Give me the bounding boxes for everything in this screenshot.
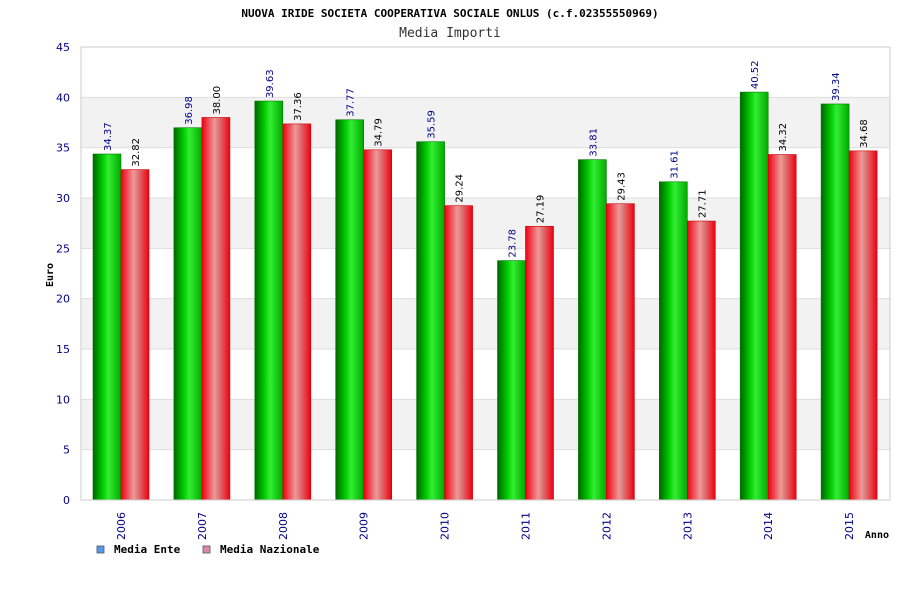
bar-media-ente-2013 bbox=[658, 181, 688, 501]
x-tick-label: 2013 bbox=[681, 512, 694, 540]
x-tick-label: 2007 bbox=[196, 512, 209, 540]
value-label: 29.24 bbox=[455, 174, 466, 203]
x-axis-label: Anno bbox=[865, 530, 889, 541]
bar-media-nazionale-2010 bbox=[444, 205, 473, 501]
y-tick-label: 30 bbox=[56, 192, 70, 205]
y-tick-label: 20 bbox=[56, 293, 70, 306]
bar-media-nazionale-2008 bbox=[282, 123, 312, 501]
legend: Media Ente Media Nazionale bbox=[96, 543, 320, 556]
bar-media-ente-2015 bbox=[820, 103, 850, 501]
legend-swatch-media-nazionale bbox=[202, 545, 211, 554]
value-label: 34.32 bbox=[778, 123, 789, 152]
bar-media-ente-2014 bbox=[739, 91, 769, 501]
value-label: 33.81 bbox=[588, 128, 599, 157]
value-label: 29.43 bbox=[616, 172, 627, 201]
axes bbox=[80, 46, 891, 501]
chart-title: NUOVA IRIDE SOCIETA COOPERATIVA SOCIALE … bbox=[241, 7, 658, 20]
bar-media-ente-2011 bbox=[497, 260, 526, 501]
y-tick-label: 15 bbox=[56, 343, 70, 356]
value-labels: 34.37 32.82 36.98 38.00 39.63 37.36 37.77 34.79… bbox=[103, 60, 870, 257]
bar-media-nazionale-2006 bbox=[120, 169, 150, 501]
y-tick-label: 45 bbox=[56, 41, 70, 54]
y-axis-label: Euro bbox=[45, 263, 56, 287]
x-tick-labels: 2006 2007 2008 2009 2010 2011 2012 2013 2014 2015 bbox=[115, 512, 856, 540]
value-label: 38.00 bbox=[212, 86, 223, 115]
legend-label-media-ente: Media Ente bbox=[114, 543, 181, 556]
bar-media-nazionale-2011 bbox=[525, 225, 554, 501]
value-label: 27.19 bbox=[536, 195, 547, 224]
value-label: 23.78 bbox=[508, 229, 519, 258]
bar-media-ente-2009 bbox=[335, 119, 365, 501]
value-label: 39.63 bbox=[265, 69, 276, 98]
x-tick-label: 2008 bbox=[277, 512, 290, 540]
value-label: 37.36 bbox=[293, 92, 304, 121]
bar-media-nazionale-2014 bbox=[767, 154, 797, 501]
value-label: 36.98 bbox=[184, 96, 195, 125]
y-tick-label: 35 bbox=[56, 142, 70, 155]
bar-media-ente-2008 bbox=[254, 100, 284, 501]
value-label: 40.52 bbox=[750, 60, 761, 89]
bar-media-nazionale-2013 bbox=[686, 220, 716, 501]
y-tick-label: 10 bbox=[56, 393, 70, 406]
y-tick-label: 0 bbox=[63, 494, 70, 507]
legend-swatch-media-ente bbox=[96, 545, 105, 554]
value-label: 34.79 bbox=[374, 118, 385, 147]
x-tick-label: 2010 bbox=[439, 512, 452, 540]
x-tick-label: 2011 bbox=[520, 512, 533, 540]
bar-media-nazionale-2015 bbox=[848, 150, 878, 501]
value-label: 34.37 bbox=[103, 122, 114, 151]
value-label: 34.68 bbox=[859, 119, 870, 148]
bars bbox=[92, 91, 878, 501]
chart-subtitle: Media Importi bbox=[399, 26, 501, 41]
value-label: 32.82 bbox=[131, 138, 142, 167]
bar-media-nazionale-2007 bbox=[201, 117, 231, 501]
bar-media-nazionale-2012 bbox=[606, 203, 635, 501]
value-label: 39.34 bbox=[831, 72, 842, 101]
value-label: 27.71 bbox=[697, 189, 708, 218]
y-tick-label: 25 bbox=[56, 242, 70, 255]
bar-media-ente-2006 bbox=[92, 153, 122, 501]
x-tick-label: 2014 bbox=[762, 512, 775, 540]
value-label: 37.77 bbox=[346, 88, 357, 117]
legend-label-media-nazionale: Media Nazionale bbox=[220, 543, 320, 556]
x-tick-label: 2012 bbox=[600, 512, 613, 540]
bar-media-ente-2012 bbox=[578, 159, 607, 501]
y-tick-label: 5 bbox=[63, 444, 70, 457]
bar-media-ente-2007 bbox=[173, 127, 203, 501]
y-tick-labels: 0 5 10 15 20 25 30 35 40 45 bbox=[56, 41, 70, 507]
x-tick-label: 2015 bbox=[843, 512, 856, 540]
plot-border bbox=[80, 46, 891, 501]
y-tick-label: 40 bbox=[56, 91, 70, 104]
bar-media-nazionale-2009 bbox=[363, 149, 393, 501]
value-label: 35.59 bbox=[427, 110, 438, 139]
x-tick-label: 2006 bbox=[115, 512, 128, 540]
x-tick-label: 2009 bbox=[358, 512, 371, 540]
value-label: 31.61 bbox=[669, 150, 680, 179]
bar-media-ente-2010 bbox=[416, 141, 445, 501]
